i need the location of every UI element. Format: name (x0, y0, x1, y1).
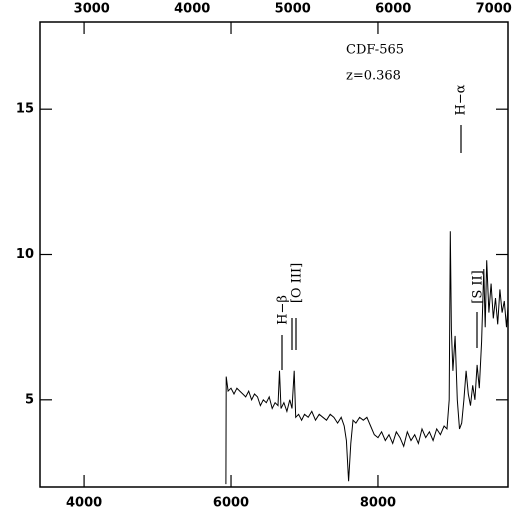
spectrum-line (225, 231, 509, 485)
x2-tick-label: 6000 (375, 2, 411, 17)
x2-tick-label: 5000 (275, 2, 311, 17)
x-tick-label: 6000 (213, 496, 249, 511)
chart-title: CDF-565 (346, 43, 404, 58)
y-tick-label: 15 (16, 102, 34, 117)
line-markers (281, 125, 478, 370)
x2-tick-label: 4000 (174, 2, 210, 17)
line-label: [S II] (471, 270, 486, 303)
x2-tick-label: 7000 (476, 2, 512, 17)
line-label: H−β (276, 295, 291, 325)
x-tick-label: 4000 (66, 496, 102, 511)
y-tick-label: 10 (16, 247, 34, 262)
line-label: H−α (454, 84, 469, 115)
chart-subtitle: z=0.368 (346, 69, 401, 84)
y-tick-label: 5 (25, 392, 34, 407)
plot-frame (39, 21, 509, 488)
x2-tick-label: 3000 (74, 2, 110, 17)
line-label: [O III] (290, 263, 305, 303)
x-tick-label: 8000 (360, 496, 396, 511)
